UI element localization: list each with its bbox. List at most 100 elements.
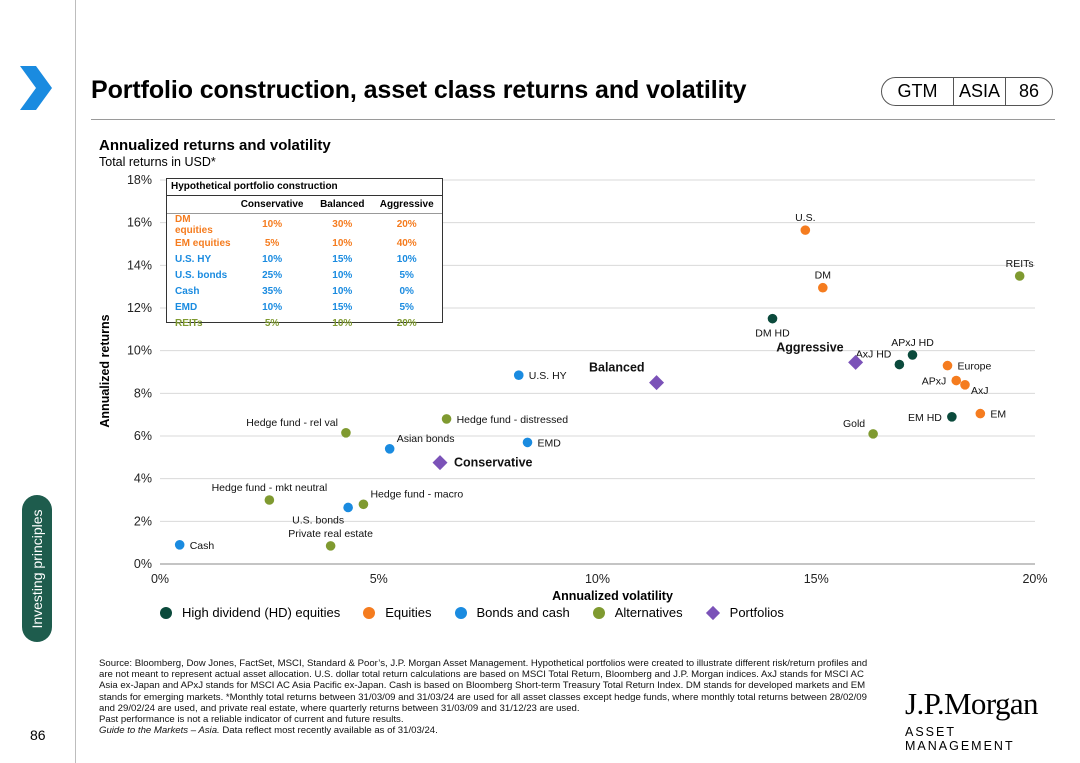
legend-label: Portfolios <box>729 605 784 620</box>
data-label: Cash <box>190 540 215 552</box>
table-row-label: U.S. HY <box>175 254 212 265</box>
data-label: EMD <box>538 437 562 449</box>
guide-title: Guide to the Markets – Asia. <box>99 725 220 737</box>
data-label: U.S. <box>795 212 815 224</box>
portfolio-table-body: DM equities 10% 30% 20% EM equities 5% 10% 40% U… <box>167 213 442 332</box>
data-point <box>174 540 185 550</box>
data-point <box>1014 271 1025 281</box>
table-cell: 25% <box>262 270 283 281</box>
x-tick-label: 15% <box>804 572 829 586</box>
table-cell: 5% <box>264 238 280 249</box>
chevron-right-icon <box>20 66 52 110</box>
y-tick-label: 2% <box>134 514 152 528</box>
data-label: Conservative <box>454 456 533 470</box>
data-label: AxJ <box>971 385 989 397</box>
data-label: U.S. bonds <box>292 514 344 526</box>
x-axis-title: Annualized volatility <box>552 589 673 603</box>
data-point <box>907 350 918 360</box>
table-cell: 10% <box>332 270 353 281</box>
column-header: Aggressive <box>371 196 442 214</box>
table-cell: 30% <box>332 219 353 230</box>
table-row-label: EM equities <box>175 238 231 249</box>
data-point <box>894 359 905 370</box>
table-row: EMD 10% 15% 5% <box>167 300 442 316</box>
y-axis-title: Annualized returns <box>98 314 112 427</box>
section-tab[interactable]: Investing principles <box>22 495 52 642</box>
legend-label: Equities <box>385 605 432 620</box>
x-tick-label: 0% <box>151 572 169 586</box>
data-label: Aggressive <box>776 340 843 354</box>
legend-item: Equities <box>363 605 432 620</box>
table-row: REITs 5% 10% 20% <box>167 316 442 332</box>
data-point <box>942 360 953 371</box>
column-header: Balanced <box>313 196 372 214</box>
data-label: Balanced <box>589 361 645 375</box>
source-footnote: Source: Bloomberg, Dow Jones, FactSet, M… <box>99 658 879 736</box>
data-label: APxJ <box>922 376 947 388</box>
data-label: U.S. HY <box>529 370 567 382</box>
data-label: EM HD <box>908 412 942 424</box>
chart-title: Annualized returns and volatility <box>99 137 331 154</box>
data-label: Private real estate <box>288 528 373 540</box>
y-tick-label: 12% <box>127 301 152 315</box>
table-cell: 10% <box>332 318 353 329</box>
data-point <box>341 428 351 438</box>
data-point <box>767 313 778 324</box>
table-cell: 0% <box>399 286 414 297</box>
column-header: Conservative <box>231 196 314 214</box>
data-date-note: Data reflect most recently available as … <box>219 725 438 737</box>
table-cell: 40% <box>396 238 417 249</box>
data-label: Asian bonds <box>397 433 455 445</box>
data-label: AxJ HD <box>856 349 892 361</box>
data-point <box>960 380 970 390</box>
data-point <box>868 429 878 439</box>
table-cell: 5% <box>399 302 414 313</box>
disclaimer-text: Past performance is not a reliable indic… <box>99 714 404 726</box>
x-tick-label: 5% <box>370 572 388 586</box>
table-row-label: U.S. bonds <box>175 270 228 281</box>
table-row: EM equities 5% 10% 40% <box>167 236 442 252</box>
table-cell: 15% <box>332 254 353 265</box>
portfolio-marker <box>649 375 665 391</box>
portfolio-table-header-row: Conservative Balanced Aggressive <box>167 196 442 214</box>
table-row: U.S. bonds 25% 10% 5% <box>167 268 442 284</box>
data-point <box>343 502 353 513</box>
data-label: Hedge fund - distressed <box>457 414 569 426</box>
data-label: Hedge fund - mkt neutral <box>212 482 328 494</box>
gtm-badge-page: 86 <box>1018 81 1040 101</box>
y-tick-label: 8% <box>134 386 152 400</box>
table-cell: 20% <box>396 219 417 230</box>
table-cell: 5% <box>399 270 414 281</box>
data-point <box>441 414 452 424</box>
y-tick-label: 4% <box>134 472 152 486</box>
legend-label: High dividend (HD) equities <box>182 605 341 620</box>
data-label: Europe <box>958 361 992 373</box>
data-point <box>522 437 533 448</box>
table-corner <box>167 196 231 214</box>
table-cell: 5% <box>264 318 280 329</box>
page-number: 86 <box>30 727 46 743</box>
portfolio-table: Hypothetical portfolio construction Cons… <box>166 178 443 329</box>
logo-tagline: ASSET MANAGEMENT <box>905 725 1015 753</box>
data-point <box>947 412 957 422</box>
data-label: Hedge fund - rel val <box>246 417 338 429</box>
table-row: DM equities 10% 30% 20% <box>167 213 442 236</box>
portfolio-table-title: Hypothetical portfolio construction <box>167 179 442 196</box>
data-label: DM HD <box>755 328 790 340</box>
table-cell: 10% <box>262 219 283 230</box>
gtm-badge: GTM ASIA 86 <box>881 77 1053 106</box>
legend-swatch <box>592 606 605 619</box>
data-point <box>264 495 275 505</box>
y-tick-label: 6% <box>134 429 152 443</box>
legend-item: Portfolios <box>705 605 784 620</box>
data-label: APxJ HD <box>891 337 934 349</box>
legend-swatch <box>454 606 467 619</box>
table-cell: 10% <box>396 254 417 265</box>
table-cell: 20% <box>396 318 417 329</box>
legend-swatch <box>363 606 376 619</box>
table-row-label: EMD <box>175 302 198 313</box>
data-point <box>975 408 986 419</box>
data-point <box>325 541 336 551</box>
y-tick-label: 18% <box>127 173 152 187</box>
